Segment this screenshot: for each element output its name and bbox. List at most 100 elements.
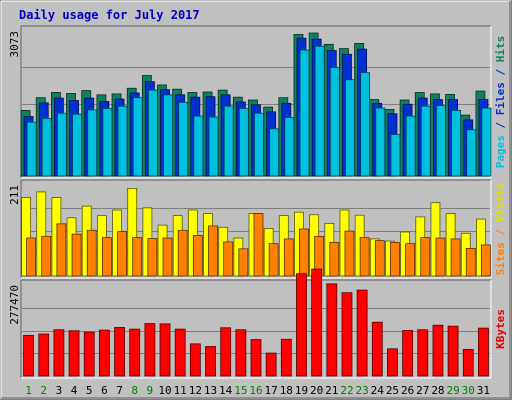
bar-pages-day-15 <box>238 108 249 177</box>
bar-pages-day-10 <box>163 94 173 177</box>
bar-sites-day-26 <box>405 243 416 277</box>
bar-pages-day-17 <box>269 128 280 177</box>
bar-kbytes-day-18 <box>280 338 292 377</box>
bar-pages-day-20 <box>314 45 325 177</box>
bar-kbytes-day-3 <box>53 329 65 377</box>
bar-sites-day-25 <box>390 241 400 277</box>
day-label-5: 5 <box>86 384 93 397</box>
bar-sites-day-28 <box>435 237 446 277</box>
bar-sites-day-11 <box>177 229 188 277</box>
bar-kbytes-day-21 <box>326 283 338 377</box>
panel-kbytes: 277470 KBytes <box>8 268 507 379</box>
bar-pages-day-22 <box>345 79 355 177</box>
day-label-31: 31 <box>477 384 490 397</box>
bar-kbytes-day-24 <box>371 321 383 377</box>
day-label-14: 14 <box>219 384 233 397</box>
bar-sites-day-3 <box>56 223 67 277</box>
legend-entry: / <box>494 222 507 242</box>
bar-pages-day-1 <box>26 121 37 177</box>
legend-pages-files-hits: Pages / Files / Hits <box>494 36 507 169</box>
bar-pages-day-3 <box>57 112 67 177</box>
bar-pages-day-11 <box>178 101 189 177</box>
bar-pages-day-21 <box>329 67 340 177</box>
bar-sites-day-14 <box>223 241 234 277</box>
chart-title: Daily usage for July 2017 <box>19 8 200 22</box>
bar-kbytes-day-12 <box>189 343 201 377</box>
bar-pages-day-19 <box>299 49 310 177</box>
bar-pages-day-12 <box>193 115 204 177</box>
bar-pages-day-28 <box>436 105 446 177</box>
day-label-23: 23 <box>356 384 369 397</box>
bar-sites-day-30 <box>465 247 476 277</box>
bar-pages-day-7 <box>117 105 128 177</box>
bar-kbytes-day-26 <box>402 330 414 377</box>
bar-kbytes-day-23 <box>356 289 368 377</box>
bar-pages-day-5 <box>87 109 98 177</box>
bar-sites-day-6 <box>101 237 112 277</box>
day-label-24: 24 <box>371 384 385 397</box>
legend-entry: / <box>494 62 507 82</box>
bar-kbytes-day-29 <box>447 325 459 377</box>
day-label-12: 12 <box>189 384 202 397</box>
day-label-29: 29 <box>446 384 459 397</box>
legend-kbytes: KBytes <box>494 309 507 349</box>
bar-pages-day-14 <box>223 105 234 177</box>
bar-sites-day-31 <box>481 244 491 277</box>
bar-pages-day-27 <box>420 105 431 177</box>
bar-kbytes-day-16 <box>250 339 262 377</box>
day-label-9: 9 <box>147 384 154 397</box>
bar-sites-day-15 <box>238 248 249 277</box>
y-max-label: 211 <box>8 185 21 205</box>
bar-pages-day-9 <box>147 89 158 177</box>
day-label-18: 18 <box>280 384 293 397</box>
bar-sites-day-24 <box>374 240 385 277</box>
bar-pages-day-8 <box>132 97 143 177</box>
legend-entry: KBytes <box>494 309 507 349</box>
day-label-4: 4 <box>71 384 78 397</box>
bar-sites-day-16 <box>253 213 264 277</box>
day-label-25: 25 <box>386 384 399 397</box>
bar-pages-day-4 <box>72 113 82 177</box>
bar-kbytes-day-6 <box>98 329 110 377</box>
day-label-30: 30 <box>462 384 475 397</box>
bar-pages-day-30 <box>466 129 477 177</box>
bar-pages-day-13 <box>208 116 219 177</box>
bar-kbytes-day-30 <box>462 349 474 377</box>
bar-pages-day-6 <box>102 108 113 177</box>
y-max-label: 277470 <box>8 285 21 325</box>
series-sites <box>26 213 491 277</box>
bar-kbytes-day-5 <box>83 331 95 377</box>
bar-sites-day-4 <box>71 233 82 277</box>
day-label-15: 15 <box>234 384 247 397</box>
bar-visits-day-2 <box>36 191 47 277</box>
day-label-22: 22 <box>340 384 353 397</box>
bar-sites-day-23 <box>359 237 370 277</box>
bar-sites-day-2 <box>41 235 52 277</box>
bar-kbytes-day-25 <box>387 348 398 377</box>
bar-sites-day-7 <box>117 231 127 277</box>
legend-entry: Sites <box>494 242 507 275</box>
legend-visits-sites: Sites / Visits <box>494 183 507 276</box>
bar-visits-day-1 <box>21 197 31 277</box>
day-label-26: 26 <box>401 384 414 397</box>
bar-sites-day-19 <box>299 228 309 277</box>
bar-sites-day-27 <box>420 237 431 277</box>
day-label-20: 20 <box>310 384 323 397</box>
day-label-13: 13 <box>204 384 217 397</box>
bar-sites-day-10 <box>162 237 173 277</box>
legend-entry: Hits <box>494 36 507 63</box>
day-label-17: 17 <box>265 384 278 397</box>
bar-sites-day-29 <box>450 238 461 277</box>
day-label-28: 28 <box>431 384 444 397</box>
bar-sites-day-8 <box>132 237 143 277</box>
bar-kbytes-day-2 <box>38 333 50 377</box>
day-label-7: 7 <box>116 384 123 397</box>
bar-sites-day-21 <box>329 241 340 277</box>
day-label-11: 11 <box>174 384 187 397</box>
bar-kbytes-day-28 <box>432 324 444 377</box>
panel-visits-sites: 211 Sites / Visits <box>8 179 507 279</box>
bar-kbytes-day-14 <box>220 327 232 377</box>
bar-pages-day-23 <box>360 72 371 177</box>
bar-pages-day-2 <box>41 118 52 177</box>
